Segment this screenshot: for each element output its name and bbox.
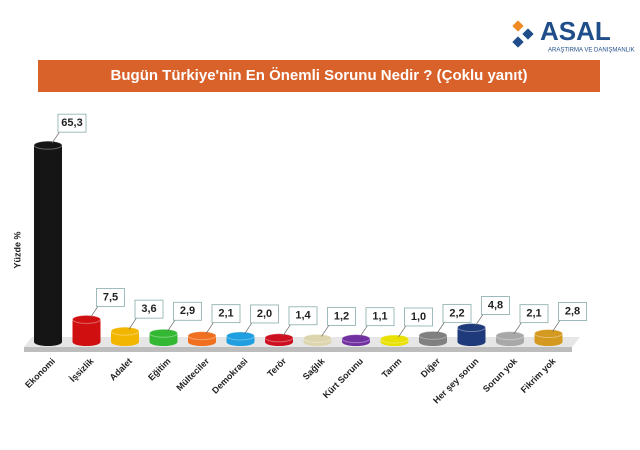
bar-top	[33, 140, 63, 150]
value-label: 4,8	[488, 299, 503, 311]
value-label: 2,1	[218, 308, 233, 320]
bar	[534, 333, 563, 342]
value-label-box	[481, 296, 510, 315]
value-label: 2,1	[526, 308, 541, 320]
bar-top	[72, 314, 101, 324]
x-tick-label: Kürt Sorunu	[321, 356, 365, 400]
x-tick-label: Sağlık	[301, 355, 328, 382]
value-label-box	[57, 113, 87, 133]
bar-top	[149, 328, 178, 338]
floor-edge	[24, 347, 572, 352]
logo-mark	[522, 28, 534, 40]
logo-mark	[512, 36, 524, 48]
bar-top	[418, 330, 448, 340]
bar-top	[187, 331, 217, 341]
value-label: 1,0	[411, 311, 426, 323]
label-leader	[398, 324, 407, 338]
value-label-box	[558, 302, 587, 321]
bar-top	[495, 331, 525, 341]
value-label-box	[365, 307, 395, 327]
value-label-box	[327, 306, 356, 326]
value-label: 2,0	[257, 308, 272, 320]
logo-tagline: ARAŞTIRMA VE DANIŞMANLIK	[548, 48, 635, 54]
x-tick-label: Ekonomi	[23, 356, 57, 390]
value-label: 1,2	[334, 310, 349, 322]
value-label-box	[134, 299, 164, 319]
label-leader	[282, 323, 292, 336]
bar-top	[380, 334, 409, 344]
value-label: 1,1	[372, 311, 387, 323]
bar	[111, 331, 139, 342]
label-leader	[205, 321, 215, 334]
label-leader	[436, 321, 446, 334]
value-label: 2,8	[565, 305, 580, 317]
label-leader	[128, 316, 138, 330]
x-tick-label: Diğer	[419, 356, 443, 380]
value-label: 2,9	[180, 305, 195, 317]
bar	[34, 145, 62, 342]
y-axis-label: Yüzde %	[12, 231, 22, 268]
label-leader	[90, 305, 99, 318]
value-label: 65,3	[61, 117, 82, 129]
label-leader	[475, 313, 484, 326]
label-leader	[244, 321, 253, 335]
bar-top	[264, 333, 294, 343]
logo: ASAL ARAŞTIRMA VE DANIŞMANLIK	[512, 16, 635, 54]
x-tick-label: Sorun yok	[481, 355, 520, 394]
x-tick-label: İşsizlik	[68, 355, 97, 384]
value-label-box	[96, 287, 125, 307]
bar-top	[226, 331, 255, 341]
value-label-box	[288, 306, 318, 326]
value-label-box	[442, 303, 472, 323]
x-tick-label: Terör	[265, 356, 288, 379]
chart-title: Bugün Türkiye'nin En Önemli Sorunu Nedir…	[111, 67, 528, 84]
label-leader	[321, 324, 330, 337]
bar-top	[303, 333, 332, 343]
value-label: 2,2	[449, 307, 464, 319]
bar	[149, 333, 178, 342]
bar-top	[341, 334, 371, 344]
value-label: 7,5	[103, 291, 118, 303]
value-label-box	[250, 304, 279, 324]
value-label: 1,4	[295, 310, 311, 322]
bar	[457, 327, 486, 342]
title-bar	[38, 60, 600, 92]
x-tick-label: Mülteciler	[174, 356, 211, 393]
value-label-box	[519, 304, 549, 324]
x-tick-label: Adalet	[108, 356, 135, 383]
x-tick-label: Fikrim yok	[519, 355, 559, 395]
value-label-box	[211, 304, 241, 324]
value-label-box	[404, 307, 433, 327]
value-label-box	[173, 301, 202, 321]
bar	[72, 319, 101, 342]
bar-top	[110, 326, 140, 336]
label-leader	[167, 319, 176, 332]
logo-name: ASAL	[540, 16, 611, 46]
x-tick-label: Tarım	[380, 356, 404, 380]
label-leader	[552, 319, 561, 332]
bar-top	[457, 323, 486, 333]
bar-top	[534, 329, 563, 339]
label-leader	[513, 321, 523, 334]
label-leader	[51, 130, 61, 144]
label-leader	[359, 324, 369, 337]
x-tick-label: Demokrasi	[210, 356, 250, 396]
logo-mark	[512, 20, 524, 32]
x-tick-label: Eğitim	[146, 356, 173, 383]
value-label: 3,6	[141, 303, 156, 315]
